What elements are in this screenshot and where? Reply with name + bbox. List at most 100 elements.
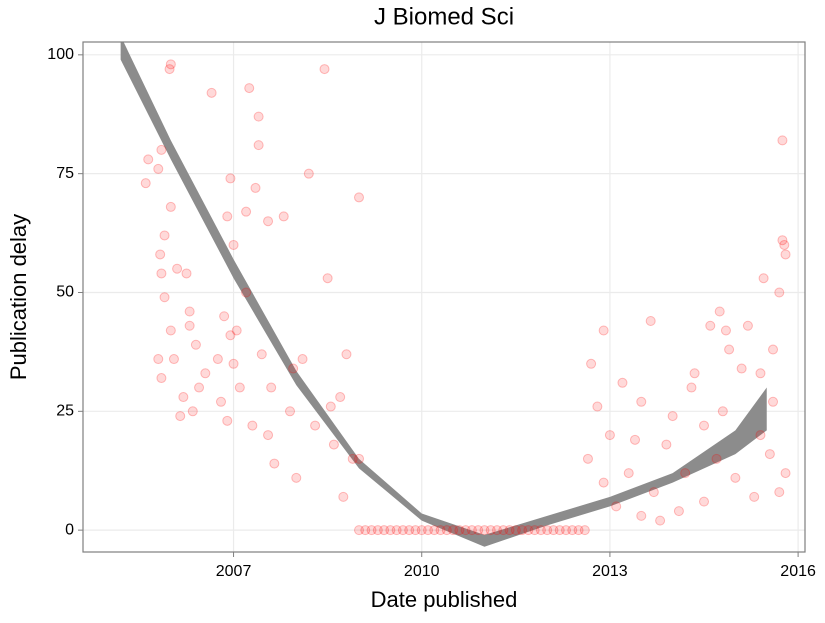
point bbox=[636, 396, 647, 407]
point bbox=[347, 453, 358, 464]
point bbox=[466, 525, 477, 536]
point bbox=[586, 358, 597, 369]
point bbox=[155, 249, 166, 260]
point bbox=[661, 439, 672, 450]
point bbox=[291, 472, 302, 483]
point bbox=[140, 178, 151, 189]
point bbox=[699, 496, 710, 507]
point bbox=[190, 339, 201, 350]
point bbox=[231, 325, 242, 336]
point bbox=[200, 368, 211, 379]
point bbox=[187, 406, 198, 417]
point bbox=[717, 406, 728, 417]
point bbox=[165, 59, 176, 70]
point bbox=[397, 525, 408, 536]
point bbox=[680, 468, 691, 479]
point bbox=[441, 525, 452, 536]
point bbox=[366, 525, 377, 536]
point bbox=[755, 430, 766, 441]
point bbox=[774, 287, 785, 298]
point bbox=[354, 453, 365, 464]
point bbox=[780, 249, 791, 260]
point bbox=[623, 468, 634, 479]
point bbox=[645, 316, 656, 327]
panel-border bbox=[82, 41, 806, 553]
point bbox=[159, 292, 170, 303]
point bbox=[354, 192, 365, 203]
point bbox=[404, 525, 415, 536]
y-tick-label: 75 bbox=[56, 165, 74, 182]
y-axis-label: Publication delay bbox=[6, 214, 31, 380]
point bbox=[768, 344, 779, 355]
point bbox=[225, 330, 236, 341]
point bbox=[423, 525, 434, 536]
point bbox=[724, 344, 735, 355]
point bbox=[222, 211, 233, 222]
point bbox=[598, 477, 609, 488]
point bbox=[604, 430, 615, 441]
point bbox=[655, 515, 666, 526]
point bbox=[548, 525, 559, 536]
point bbox=[172, 263, 183, 274]
point bbox=[755, 368, 766, 379]
point bbox=[181, 268, 192, 279]
point bbox=[303, 168, 314, 179]
point bbox=[165, 201, 176, 212]
point bbox=[165, 325, 176, 336]
point bbox=[156, 144, 167, 155]
point bbox=[168, 354, 179, 365]
point bbox=[435, 525, 446, 536]
point bbox=[416, 525, 427, 536]
point bbox=[523, 525, 534, 536]
point bbox=[244, 83, 255, 94]
point bbox=[159, 230, 170, 241]
y-tick-label: 50 bbox=[56, 284, 74, 301]
point bbox=[325, 401, 336, 412]
point bbox=[686, 382, 697, 393]
x-tick-label: 2007 bbox=[216, 563, 252, 580]
chart-title: J Biomed Sci bbox=[374, 3, 514, 30]
point bbox=[206, 87, 217, 98]
point bbox=[266, 382, 277, 393]
point bbox=[498, 525, 509, 536]
point bbox=[184, 320, 195, 331]
x-tick-label: 2013 bbox=[592, 563, 628, 580]
point bbox=[485, 525, 496, 536]
point bbox=[460, 525, 471, 536]
point bbox=[310, 420, 321, 431]
point bbox=[263, 430, 274, 441]
point bbox=[319, 64, 330, 75]
point bbox=[473, 525, 484, 536]
point bbox=[711, 453, 722, 464]
point bbox=[714, 306, 725, 317]
point bbox=[184, 306, 195, 317]
point bbox=[777, 235, 788, 246]
point bbox=[328, 439, 339, 450]
point bbox=[611, 501, 622, 512]
point bbox=[241, 206, 252, 217]
point bbox=[730, 472, 741, 483]
point bbox=[592, 401, 603, 412]
point bbox=[768, 396, 779, 407]
point bbox=[758, 273, 769, 284]
point bbox=[216, 396, 227, 407]
point bbox=[194, 382, 205, 393]
point bbox=[253, 111, 264, 122]
point bbox=[156, 268, 167, 279]
point bbox=[517, 525, 528, 536]
point bbox=[699, 420, 710, 431]
point bbox=[777, 135, 788, 146]
point bbox=[234, 382, 245, 393]
point bbox=[335, 392, 346, 403]
point bbox=[673, 506, 684, 517]
point bbox=[448, 525, 459, 536]
point bbox=[510, 525, 521, 536]
point bbox=[269, 458, 280, 469]
point bbox=[429, 525, 440, 536]
panel bbox=[83, 42, 805, 552]
point bbox=[143, 154, 154, 165]
point bbox=[779, 239, 790, 250]
point bbox=[228, 358, 239, 369]
point bbox=[736, 363, 747, 374]
point bbox=[219, 311, 230, 322]
